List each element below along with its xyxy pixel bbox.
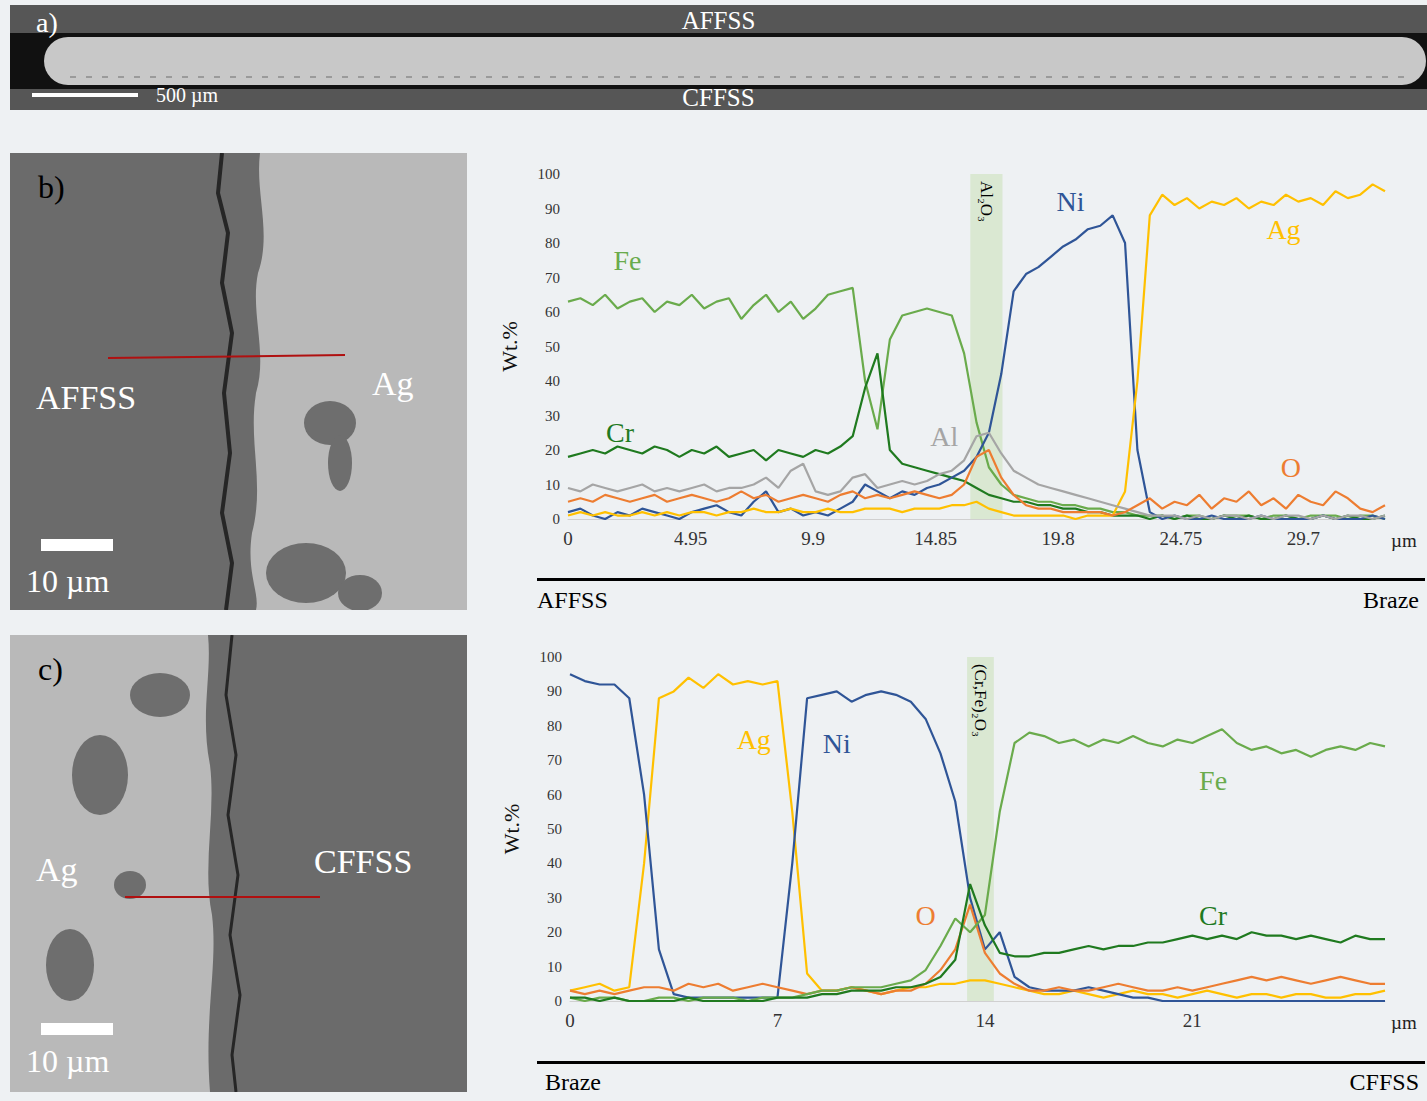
svg-text:Cr: Cr [1199,900,1228,931]
svg-text:µm: µm [1391,1012,1417,1033]
svg-text:Wt.%: Wt.% [499,804,524,855]
svg-text:Wt.%: Wt.% [497,321,522,372]
svg-text:100: 100 [538,166,561,182]
svg-text:10: 10 [547,959,562,975]
svg-text:14: 14 [975,1010,995,1031]
svg-text:10: 10 [545,477,560,493]
svg-text:20: 20 [547,924,562,940]
svg-text:Ag: Ag [1266,214,1300,245]
html-text:10 µm: 10 µm [26,1043,110,1079]
html-text:Ag: Ag [372,365,414,402]
svg-text:Fe: Fe [1199,765,1227,796]
svg-text:19.8: 19.8 [1042,528,1075,549]
html-text:10 µm: 10 µm [26,563,110,599]
svg-text:50: 50 [545,339,560,355]
svg-text:40: 40 [545,373,560,389]
html-text:Ag: Ag [36,851,78,888]
svg-text:Fe: Fe [613,245,641,276]
svg-text:14.85: 14.85 [914,528,957,549]
html-text:Braze: Braze [545,1069,601,1095]
svg-text:60: 60 [545,304,560,320]
svg-text:µm: µm [1391,530,1417,551]
svg-text:50: 50 [547,821,562,837]
svg-text:(Cr,Fe)₂O₃: (Cr,Fe)₂O₃ [971,664,990,737]
svg-text:O: O [1281,452,1301,483]
svg-text:4.95: 4.95 [674,528,707,549]
svg-text:21: 21 [1183,1010,1202,1031]
html-text:Braze: Braze [1363,587,1419,613]
html-text:b): b) [38,169,65,205]
html-text:AFFSS: AFFSS [36,379,137,416]
html-text:500 µm: 500 µm [156,84,219,106]
svg-text:90: 90 [545,201,560,217]
svg-text:0: 0 [553,511,561,527]
svg-text:0: 0 [555,993,563,1009]
html-text:a): a) [36,7,58,38]
html-text:CFFSS: CFFSS [682,84,755,111]
html-text:CFFSS: CFFSS [314,843,413,880]
html-text:c): c) [38,651,63,687]
svg-text:0: 0 [563,528,573,549]
svg-text:Al₂O₃: Al₂O₃ [977,181,996,222]
svg-text:Ni: Ni [823,728,851,759]
html-text:AFFSS: AFFSS [681,7,756,34]
svg-text:80: 80 [547,718,562,734]
svg-text:90: 90 [547,683,562,699]
svg-text:7: 7 [773,1010,783,1031]
svg-text:30: 30 [547,890,562,906]
svg-text:30: 30 [545,408,560,424]
svg-text:9.9: 9.9 [801,528,825,549]
svg-text:20: 20 [545,442,560,458]
svg-text:70: 70 [545,270,560,286]
svg-text:0: 0 [565,1010,575,1031]
svg-text:Ni: Ni [1057,186,1085,217]
svg-text:40: 40 [547,855,562,871]
svg-text:Al: Al [930,421,958,452]
svg-text:60: 60 [547,787,562,803]
svg-text:80: 80 [545,235,560,251]
html-text:AFFSS: AFFSS [537,587,608,613]
html-text:CFFSS: CFFSS [1349,1069,1419,1095]
svg-text:O: O [916,900,936,931]
svg-text:29.7: 29.7 [1287,528,1320,549]
svg-text:Ag: Ag [737,724,771,755]
svg-text:100: 100 [540,649,563,665]
svg-text:24.75: 24.75 [1159,528,1202,549]
svg-text:70: 70 [547,752,562,768]
svg-text:Cr: Cr [606,417,635,448]
